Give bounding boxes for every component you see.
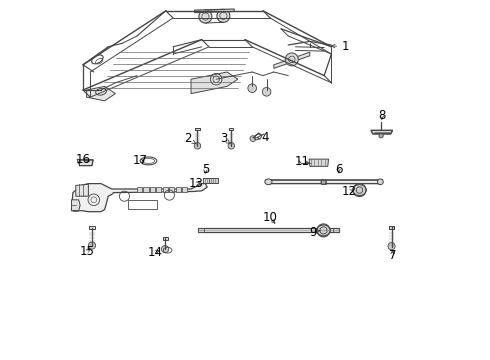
Text: 16: 16 <box>75 153 91 166</box>
Text: 2: 2 <box>184 132 196 145</box>
Polygon shape <box>209 178 218 183</box>
Text: 10: 10 <box>263 211 278 224</box>
Ellipse shape <box>265 179 272 185</box>
Bar <box>196 128 199 130</box>
Polygon shape <box>163 187 168 192</box>
Polygon shape <box>72 184 207 212</box>
Bar <box>163 237 168 240</box>
Polygon shape <box>309 159 328 166</box>
Polygon shape <box>72 200 80 211</box>
Circle shape <box>285 53 298 66</box>
Circle shape <box>199 10 212 23</box>
Circle shape <box>321 179 326 184</box>
Circle shape <box>379 134 383 138</box>
Polygon shape <box>87 86 116 101</box>
Bar <box>196 128 199 130</box>
Polygon shape <box>176 187 181 192</box>
Bar <box>389 226 394 229</box>
Polygon shape <box>150 187 155 192</box>
Text: 13: 13 <box>189 177 204 190</box>
Circle shape <box>250 136 256 141</box>
Bar <box>229 128 233 130</box>
Polygon shape <box>274 52 310 68</box>
Polygon shape <box>202 178 210 183</box>
Polygon shape <box>137 187 142 192</box>
Bar <box>320 180 326 184</box>
Text: 14: 14 <box>147 246 163 258</box>
Polygon shape <box>79 160 93 166</box>
Circle shape <box>88 242 96 249</box>
Polygon shape <box>266 180 383 184</box>
Polygon shape <box>198 228 339 232</box>
Bar <box>128 200 157 209</box>
Polygon shape <box>156 187 162 192</box>
Bar <box>90 226 95 229</box>
Circle shape <box>248 84 257 93</box>
Circle shape <box>317 224 330 237</box>
Ellipse shape <box>377 179 383 185</box>
Bar <box>333 228 339 232</box>
Text: 5: 5 <box>202 163 209 176</box>
Polygon shape <box>191 72 238 94</box>
Circle shape <box>217 9 230 22</box>
Bar <box>198 228 204 232</box>
Circle shape <box>388 243 395 250</box>
Text: 12: 12 <box>342 185 357 198</box>
Text: 9: 9 <box>310 226 320 239</box>
Text: 15: 15 <box>80 245 95 258</box>
Polygon shape <box>182 187 187 192</box>
Circle shape <box>353 184 366 197</box>
Circle shape <box>162 246 169 253</box>
Polygon shape <box>170 187 174 192</box>
Polygon shape <box>195 9 234 13</box>
Circle shape <box>262 87 271 96</box>
Text: 7: 7 <box>389 249 396 262</box>
Polygon shape <box>144 187 148 192</box>
Text: 3: 3 <box>220 132 230 145</box>
Text: 8: 8 <box>378 109 386 122</box>
Bar <box>389 226 394 229</box>
Text: 17: 17 <box>132 154 147 167</box>
Text: 11: 11 <box>295 156 310 168</box>
Text: 6: 6 <box>335 163 343 176</box>
Text: 4: 4 <box>257 131 269 144</box>
Circle shape <box>194 143 201 149</box>
Text: 1: 1 <box>332 40 349 53</box>
Circle shape <box>228 143 235 149</box>
Polygon shape <box>371 130 392 134</box>
Polygon shape <box>76 184 88 196</box>
